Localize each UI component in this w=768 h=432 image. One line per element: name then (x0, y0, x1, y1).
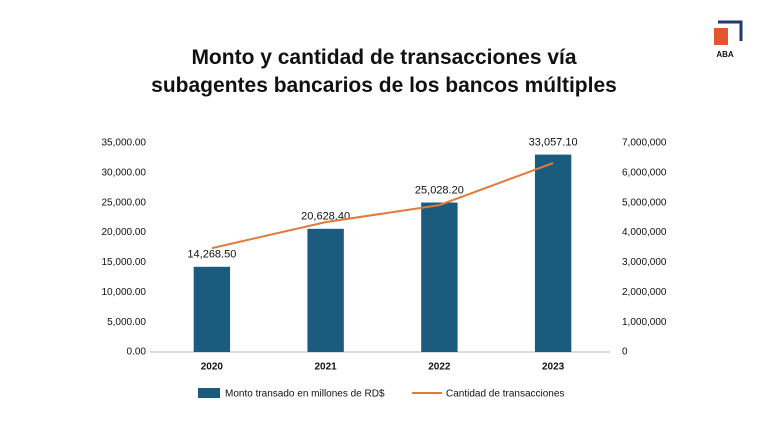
y-tick-label: 15,000.00 (102, 257, 147, 268)
x-tick-label: 2021 (315, 362, 338, 373)
bar (193, 266, 231, 352)
data-label: 25,028.20 (415, 184, 464, 196)
line (211, 162, 554, 250)
legend-label: Monto transado en millones de RD$ (225, 389, 385, 400)
bar (534, 154, 572, 352)
y-tick-label: 20,000.00 (102, 227, 147, 238)
legend-label: Cantidad de transacciones (446, 389, 564, 400)
legend-swatch (198, 388, 220, 398)
bar (421, 202, 458, 352)
x-tick-label: 2022 (428, 362, 451, 373)
y-tick-label: 5,000.00 (107, 317, 146, 328)
chart-title: Monto y cantidad de transacciones vía su… (151, 46, 617, 97)
y2-tick-label: 5,000,000 (622, 197, 667, 208)
y-tick-label: 0.00 (127, 347, 147, 358)
bar (307, 228, 344, 352)
data-label: 33,057.10 (529, 137, 578, 149)
y2-tick-label: 4,000,000 (622, 227, 667, 238)
x-tick-label: 2020 (201, 362, 224, 373)
data-label: 20,628.40 (301, 211, 350, 223)
logo-square (714, 28, 728, 45)
y-tick-label: 30,000.00 (102, 167, 147, 178)
y2-tick-label: 0 (622, 347, 628, 358)
y2-tick-label: 3,000,000 (622, 257, 667, 268)
y-tick-label: 10,000.00 (102, 287, 147, 298)
x-tick-label: 2023 (542, 362, 565, 373)
y-tick-label: 25,000.00 (102, 197, 147, 208)
data-label: 14,268.50 (187, 249, 236, 261)
y2-tick-label: 2,000,000 (622, 287, 667, 298)
logo-frame (718, 20, 743, 41)
y2-tick-label: 7,000,000 (622, 138, 667, 149)
y-tick-label: 35,000.00 (102, 138, 147, 149)
y2-tick-label: 1,000,000 (622, 317, 667, 328)
y2-tick-label: 6,000,000 (622, 167, 667, 178)
logo-text: ABA (716, 50, 734, 59)
